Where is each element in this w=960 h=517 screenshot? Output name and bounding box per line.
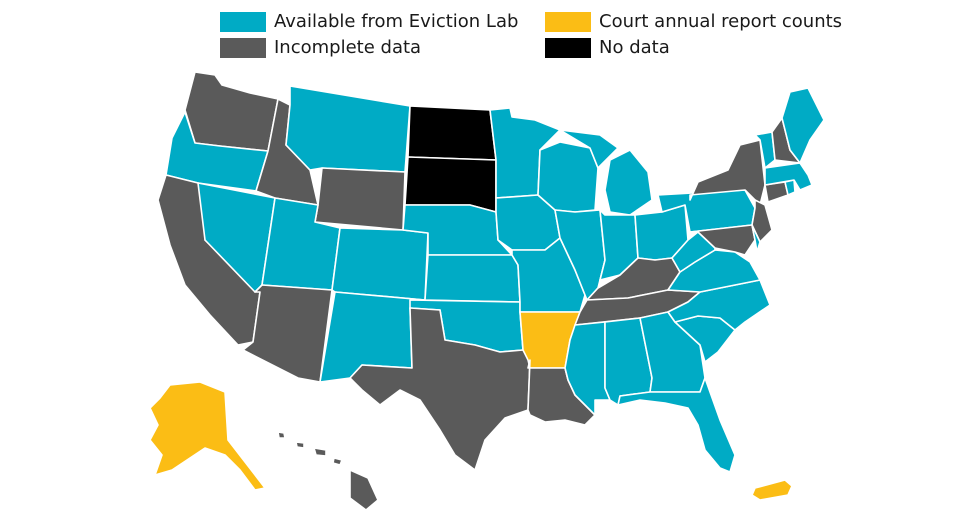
state-vermont [754,131,776,169]
state-massachusetts [764,162,813,191]
state-delaware [751,224,761,253]
legend-item-nodata: No data [545,37,670,58]
state-north-dakota [407,105,497,161]
state-montana [285,85,411,173]
legend-label-nodata: No data [599,37,670,58]
state-west-virginia [671,231,716,273]
legend-swatch-court [545,11,591,32]
legend-item-court: Court annual report counts [545,11,842,32]
state-south-dakota [404,156,497,213]
state-north-carolina [667,279,771,331]
state-maine [781,87,825,164]
state-michigan [559,129,653,216]
state-minnesota [489,107,561,199]
state-texas [349,307,531,471]
state-new-york [689,139,766,206]
state-puerto-rico [751,479,793,501]
state-wisconsin [537,141,599,213]
state-hawaii [277,431,379,511]
state-washington [184,71,279,152]
legend-label-available: Available from Eviction Lab [274,11,519,32]
legend-item-available: Available from Eviction Lab [220,11,518,32]
legend-swatch-incomplete [220,37,266,58]
legend-label-court: Court annual report counts [599,11,843,32]
state-wyoming [314,167,406,231]
legend-label-incomplete: Incomplete data [274,37,422,58]
legend-swatch-available [220,11,266,32]
state-alaska [149,381,266,491]
legend-item-incomplete: Incomplete data [220,37,421,58]
legend-swatch-nodata [545,37,591,58]
state-colorado [331,227,429,301]
state-florida [617,377,736,473]
state-kansas [424,254,521,303]
state-arizona [242,284,333,383]
